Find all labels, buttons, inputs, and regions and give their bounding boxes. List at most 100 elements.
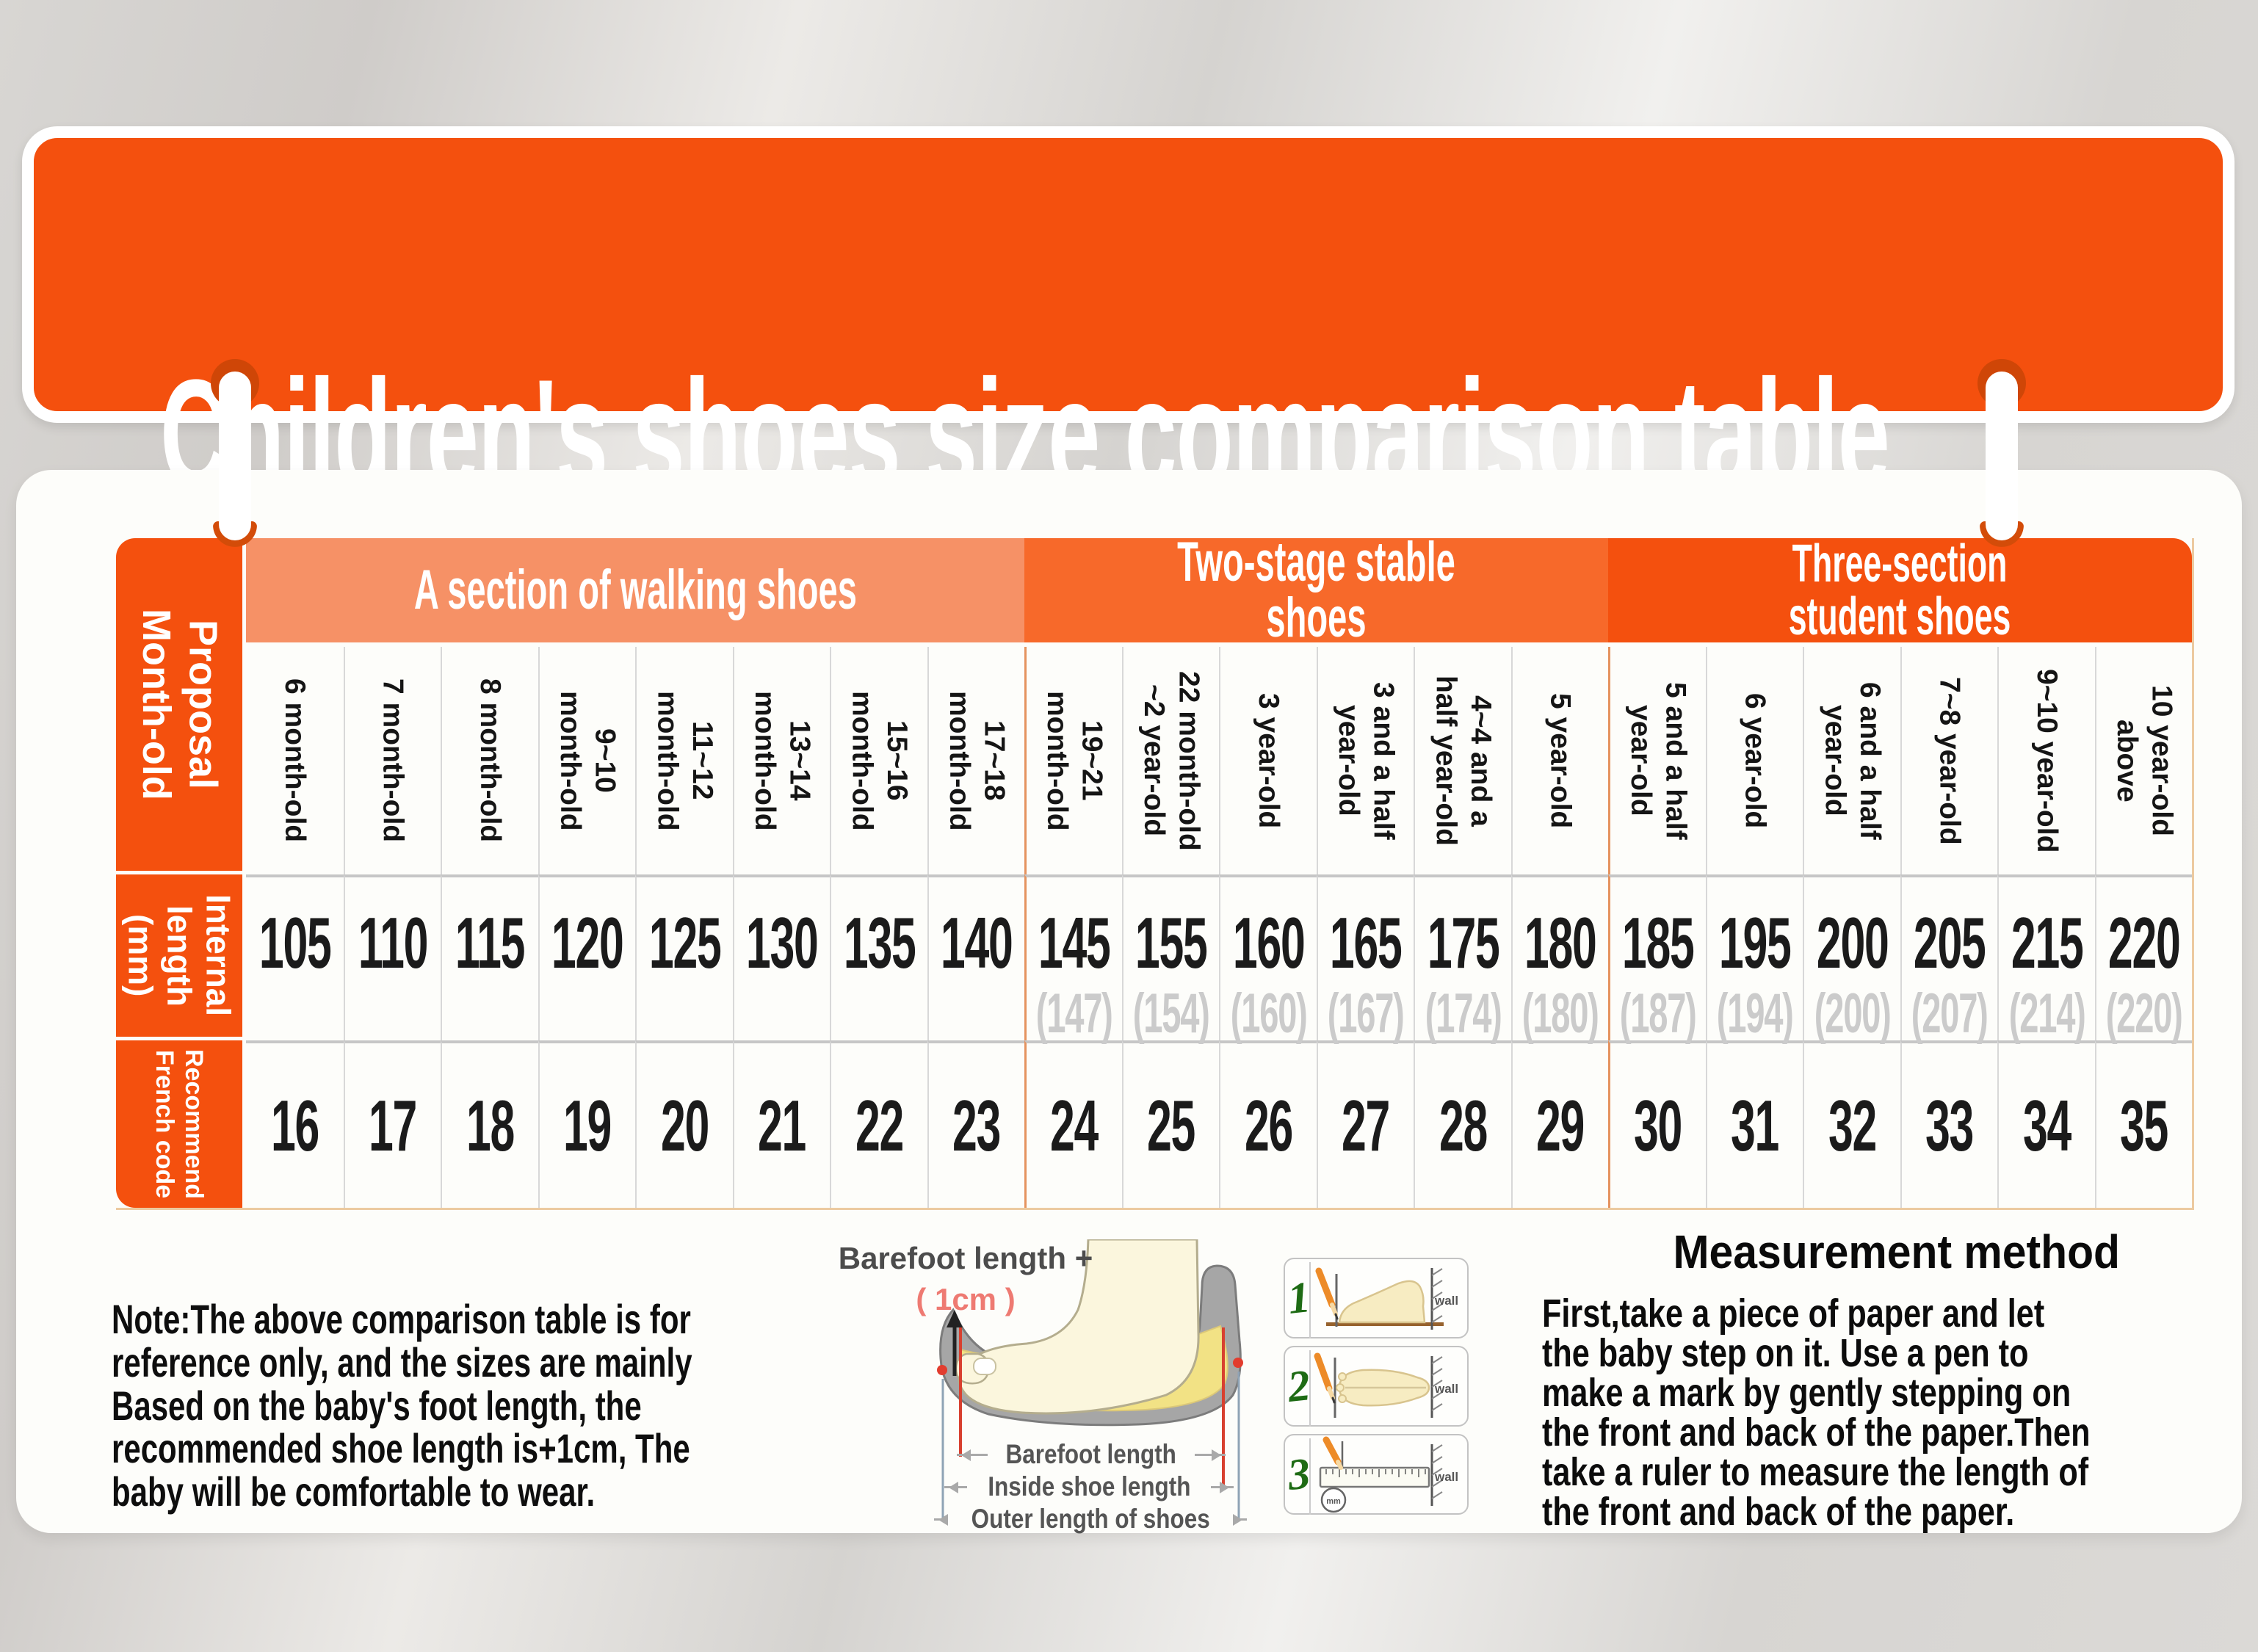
internal-length-cell: 120 <box>538 874 635 1040</box>
french-code-cell: 18 <box>441 1040 538 1208</box>
ring-crescent <box>1980 521 2024 547</box>
age-header-cell: 11~12 month-old <box>635 647 733 874</box>
french-code-cell: 27 <box>1316 1040 1414 1208</box>
internal-length-cell: 160 (160) <box>1219 874 1317 1045</box>
internal-length-cell: 130 <box>732 874 830 1040</box>
age-header-cell: 3 year-old <box>1219 647 1317 874</box>
toenail <box>973 1358 996 1375</box>
internal-length-cell: 125 <box>635 874 733 1040</box>
strap-band <box>1986 372 2018 540</box>
age-header-cell: 17~18 month-old <box>927 647 1025 874</box>
french-code-value: 20 <box>660 1085 709 1166</box>
internal-length-cell: 220 (220) <box>2094 874 2192 1042</box>
french-code-value: 25 <box>1147 1085 1195 1166</box>
french-code-value: 21 <box>758 1085 806 1166</box>
age-header-cell: 13~14 month-old <box>732 647 831 874</box>
french-code-cell: 23 <box>927 1040 1024 1208</box>
internal-length-alt-value: (194) <box>1716 982 1794 1045</box>
barefoot-plus-label: Barefoot length + <box>838 1241 1093 1275</box>
outer-length-row: Outer length of shoes <box>934 1504 1248 1535</box>
internal-length-cell: 155 (154) <box>1121 874 1219 1045</box>
french-code-cell: 25 <box>1121 1040 1219 1208</box>
age-header-cell: 19~21 month-old <box>1024 647 1122 874</box>
row-header-french-code: Recommend French code <box>116 1040 246 1208</box>
internal-length-alt-value: (207) <box>1911 982 1989 1045</box>
french-code-value: 32 <box>1828 1085 1877 1166</box>
french-code-value: 18 <box>466 1085 515 1166</box>
internal-length-cell: 115 <box>441 874 538 1040</box>
age-header-cell: 3 and a half year-old <box>1316 647 1414 874</box>
french-code-cell: 16 <box>246 1040 344 1208</box>
title-banner: Children's shoes size comparison table <box>22 126 2235 511</box>
internal-length-value: 110 <box>358 902 429 983</box>
internal-length-cell: 165 (167) <box>1316 874 1414 1042</box>
wall-hatch <box>1431 1268 1443 1323</box>
internal-length-cell: 135 <box>830 874 927 1040</box>
arrow-left-icon <box>934 1513 948 1526</box>
measurement-method: Measurement method First,take a piece of… <box>1542 1225 2251 1532</box>
size-table: Proposal Month-old A section of walking … <box>116 535 2194 1210</box>
french-code-value: 22 <box>855 1085 904 1166</box>
outer-dot-left <box>937 1365 947 1375</box>
internal-length-value: 135 <box>843 902 916 983</box>
internal-length-value: 200 <box>1816 902 1889 983</box>
internal-length-value: 195 <box>1718 902 1792 983</box>
pencil-icon <box>1322 1436 1342 1466</box>
internal-length-value: 125 <box>648 902 721 983</box>
measurement-method-body: First,take a piece of paper and let the … <box>1542 1291 2091 1534</box>
step-card-3: 3 mm wall <box>1284 1434 1469 1515</box>
measurement-method-title: Measurement method <box>1673 1225 2120 1278</box>
age-header-cell: 7 month-old <box>343 647 441 874</box>
internal-length-cell: 200 (200) <box>1803 874 1900 1042</box>
internal-length-alt-value: (214) <box>2008 982 2085 1045</box>
foot <box>958 1239 1200 1415</box>
section-header-walking-shoes: A section of walking shoes <box>246 538 1024 647</box>
french-code-value: 19 <box>563 1085 612 1166</box>
french-code-cell: 22 <box>830 1040 927 1208</box>
note-text: Note:The above comparison table is for r… <box>112 1296 692 1515</box>
wall-label: wall <box>1434 1382 1458 1396</box>
internal-length-alt-value: (154) <box>1132 982 1210 1045</box>
internal-length-cell: 140 <box>927 874 1024 1040</box>
pencil-icon <box>1315 1267 1336 1308</box>
age-header-cell: 7~8 year-old <box>1900 647 1998 874</box>
internal-length-value: 140 <box>940 902 1013 983</box>
internal-length-cell: 175 (174) <box>1414 874 1511 1042</box>
internal-length-value: 205 <box>1913 902 1986 983</box>
ring-crescent <box>213 521 257 547</box>
internal-length-cell: 205 (207) <box>1900 874 1997 1045</box>
one-cm-label: ( 1cm ) <box>916 1282 1016 1316</box>
french-code-cell: 33 <box>1900 1040 1997 1208</box>
age-header-cell: 4~4 and a half year-old <box>1414 647 1511 874</box>
internal-length-alt-value: (187) <box>1619 982 1697 1045</box>
french-code-cell: 17 <box>343 1040 441 1208</box>
outer-dot-right <box>1233 1358 1243 1368</box>
french-code-cell: 26 <box>1219 1040 1317 1208</box>
inside-shoe-length-row: Inside shoe length <box>944 1471 1234 1502</box>
outer-length-label: Outer length of shoes <box>971 1504 1210 1534</box>
age-header-cell: 9~10 year-old <box>1997 647 2095 874</box>
french-code-value: 23 <box>952 1085 1001 1166</box>
age-header-cell: 15~16 month-old <box>830 647 927 874</box>
internal-length-value: 175 <box>1427 902 1499 983</box>
french-code-cell: 21 <box>732 1040 830 1208</box>
internal-length-value: 215 <box>2011 902 2083 983</box>
french-code-value: 33 <box>1925 1085 1974 1166</box>
french-code-cell: 19 <box>538 1040 635 1208</box>
arrow-right-icon <box>1233 1513 1248 1526</box>
arrow-left-icon <box>957 1449 988 1461</box>
french-code-cell: 31 <box>1705 1040 1803 1208</box>
mm-circle <box>1320 1487 1347 1513</box>
internal-length-value: 120 <box>551 902 624 983</box>
step-card-1: 1 wall <box>1284 1258 1469 1338</box>
wall-hatch <box>1431 1356 1443 1411</box>
french-code-value: 34 <box>2022 1085 2071 1166</box>
internal-length-value: 185 <box>1621 902 1695 983</box>
step1-illustration: wall <box>1309 1262 1458 1338</box>
french-code-cell: 20 <box>635 1040 733 1208</box>
internal-length-alt-value: (160) <box>1230 982 1307 1045</box>
arrow-left-icon <box>944 1481 967 1493</box>
french-code-value: 29 <box>1536 1085 1585 1166</box>
internal-length-cell: 105 <box>246 874 344 1040</box>
age-header-cell: 8 month-old <box>441 647 538 874</box>
